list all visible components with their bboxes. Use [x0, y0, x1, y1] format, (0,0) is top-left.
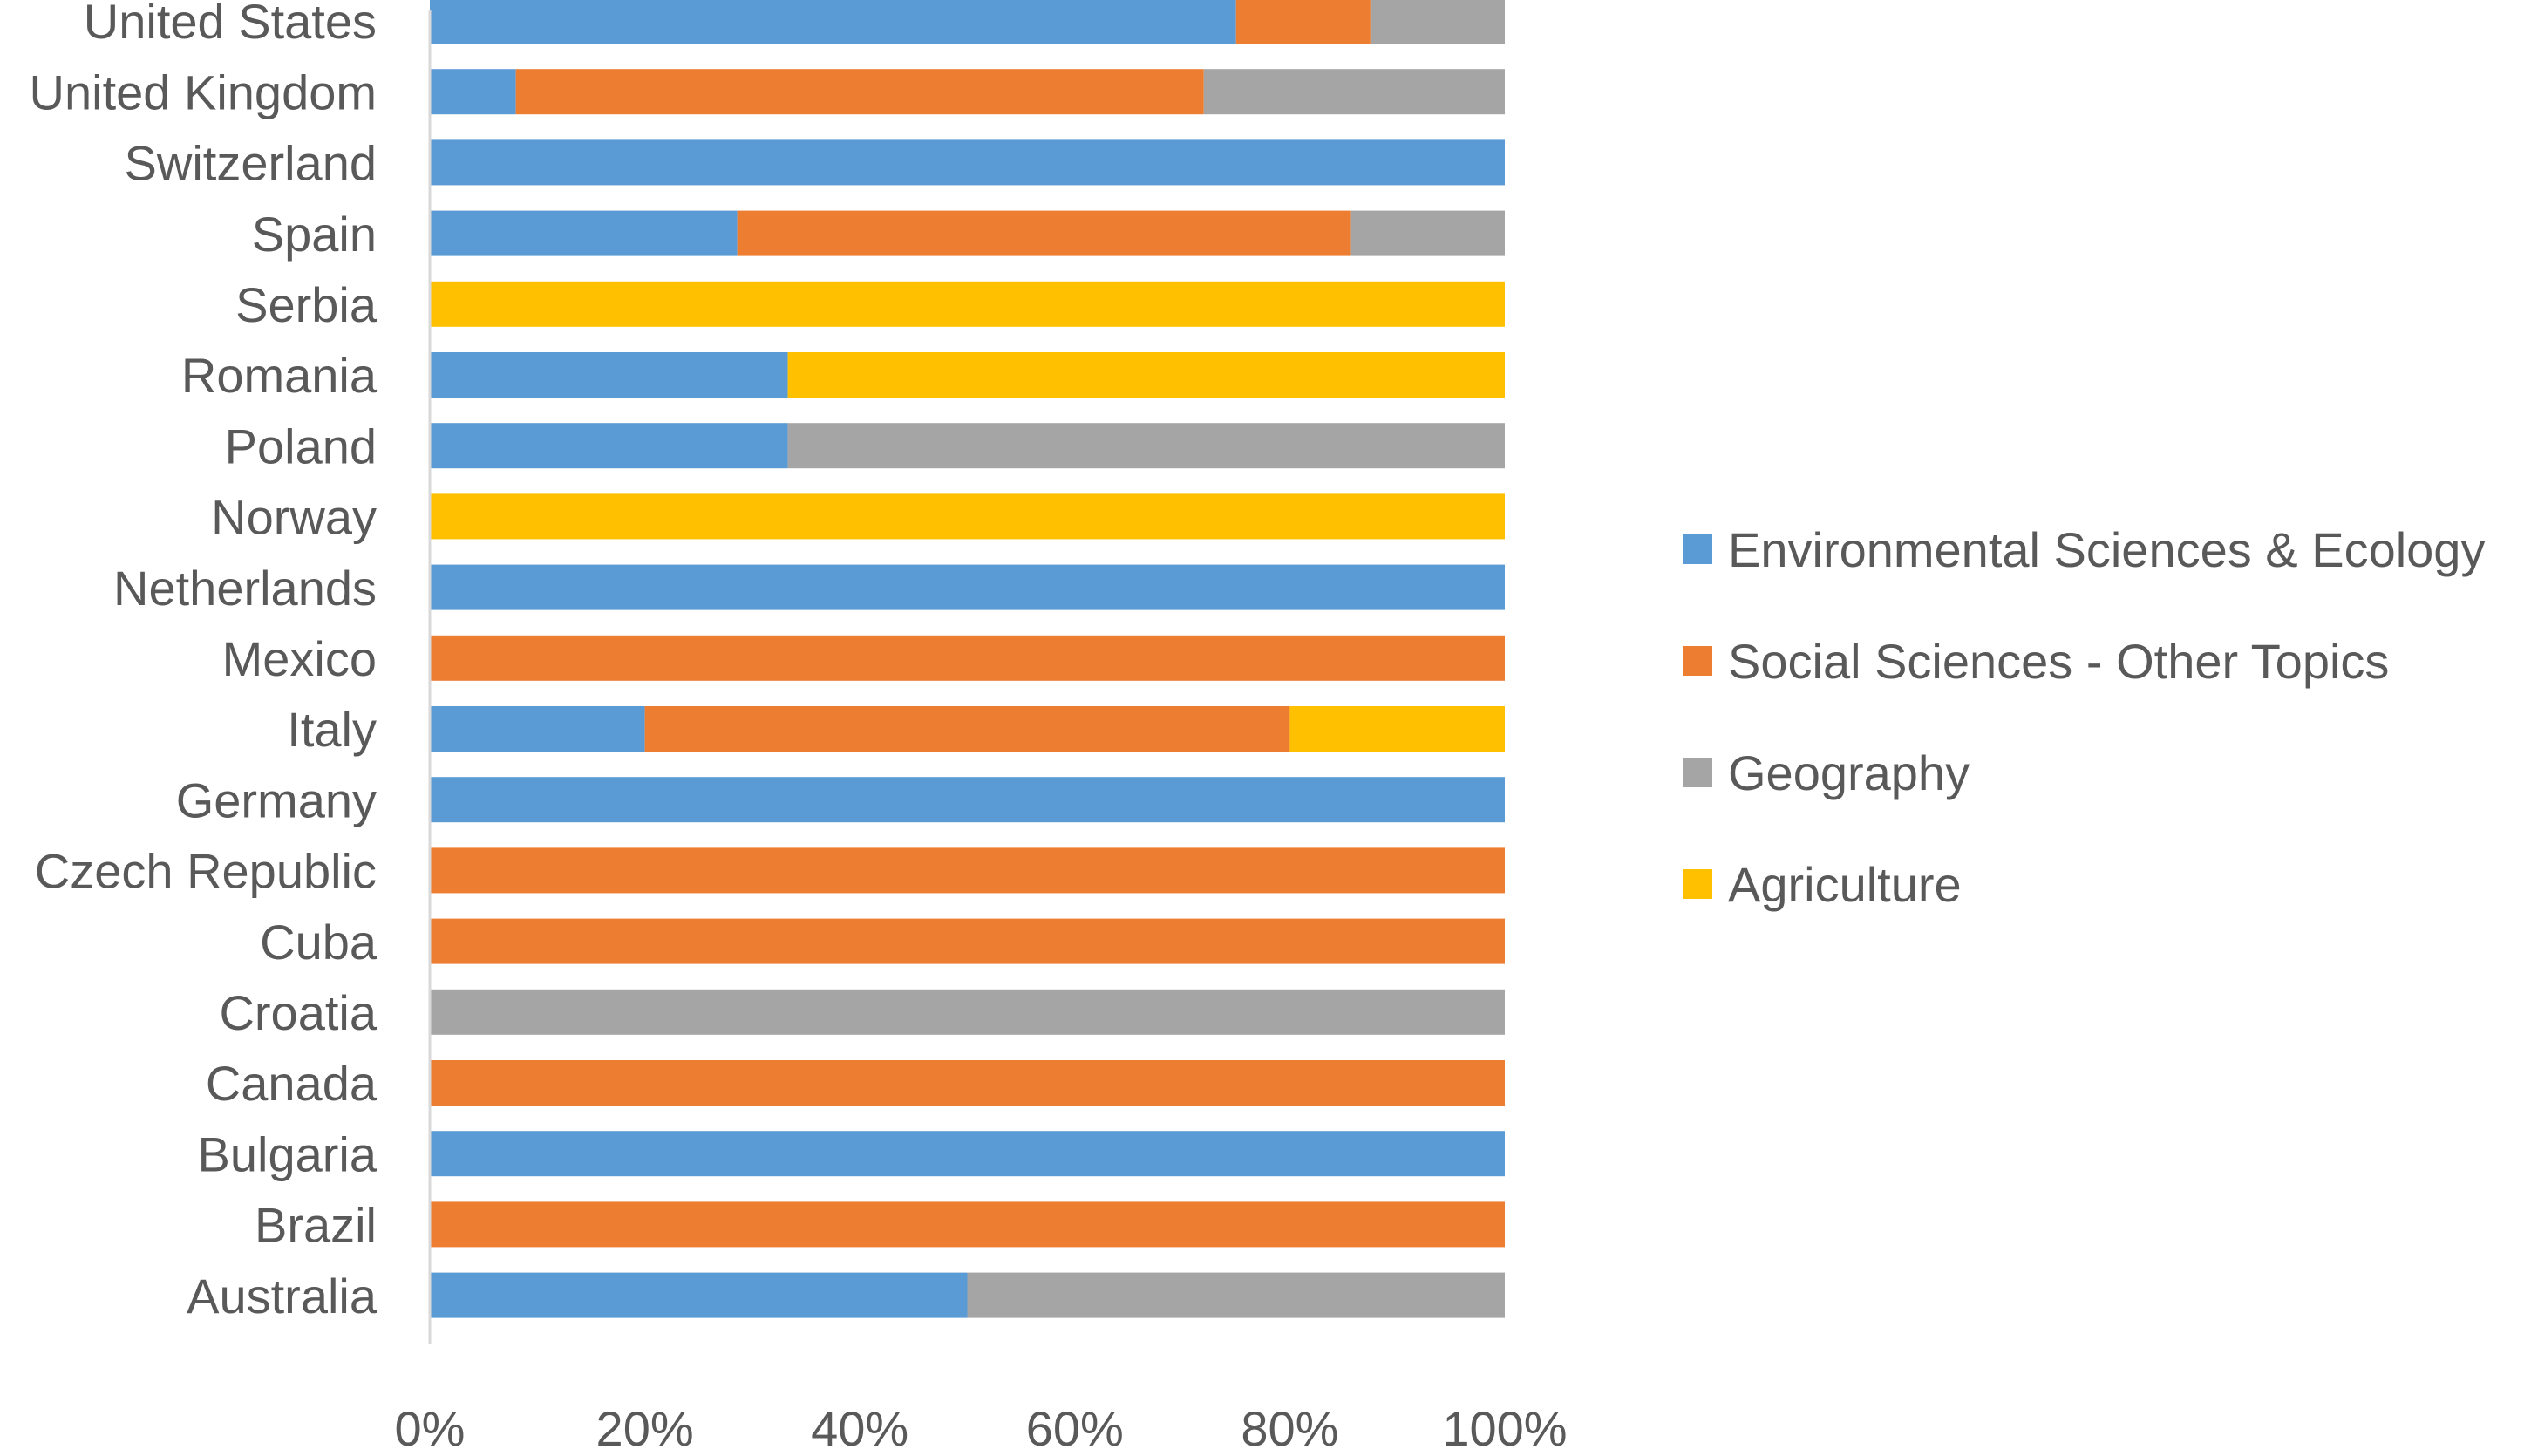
category-label-switzerland: Switzerland: [125, 136, 377, 191]
x-tick-label-0: 0%: [395, 1401, 466, 1456]
category-label-united-states: United States: [84, 0, 377, 49]
bar-cuba-social-sciences-other-topics: [430, 918, 1505, 964]
legend-label-environmental-sciences-and-ecology: Environmental Sciences & Ecology: [1728, 522, 2485, 577]
bar-spain-geography: [1350, 210, 1505, 256]
bar-netherlands-environmental-sciences-and-ecology: [430, 564, 1505, 610]
bar-brazil-social-sciences-other-topics: [430, 1201, 1505, 1248]
bar-norway-agriculture: [430, 493, 1505, 540]
x-tick-label-100: 100%: [1442, 1401, 1567, 1456]
bar-spain-environmental-sciences-and-ecology: [430, 210, 738, 256]
category-label-bulgaria: Bulgaria: [198, 1126, 378, 1181]
bar-croatia-geography: [430, 989, 1505, 1035]
category-label-canada: Canada: [206, 1056, 378, 1111]
bar-serbia-agriculture: [430, 281, 1505, 327]
x-tick-label-80: 80%: [1241, 1401, 1338, 1456]
bar-australia-environmental-sciences-and-ecology: [430, 1272, 968, 1318]
bar-spain-social-sciences-other-topics: [737, 210, 1351, 256]
bar-italy-agriculture: [1289, 706, 1505, 752]
category-label-united-kingdom: United Kingdom: [30, 65, 377, 119]
legend-swatch-social-sciences-other-topics: [1683, 646, 1712, 676]
bar-italy-social-sciences-other-topics: [644, 706, 1290, 752]
bar-canada-social-sciences-other-topics: [430, 1060, 1505, 1106]
bar-poland-geography: [787, 423, 1505, 469]
bar-switzerland-environmental-sciences-and-ecology: [430, 139, 1505, 186]
category-label-italy: Italy: [287, 702, 377, 757]
bars-layer: [430, 0, 1506, 1318]
bar-united-states-social-sciences-other-topics: [1235, 0, 1371, 44]
category-label-romania: Romania: [181, 348, 378, 403]
bar-united-states-environmental-sciences-and-ecology: [430, 0, 1236, 44]
legend-label-geography: Geography: [1728, 745, 1970, 800]
bar-bulgaria-environmental-sciences-and-ecology: [430, 1131, 1505, 1177]
bar-united-kingdom-social-sciences-other-topics: [515, 69, 1204, 115]
x-tick-label-60: 60%: [1026, 1401, 1124, 1456]
legend-swatch-agriculture: [1683, 869, 1712, 899]
category-label-poland: Poland: [225, 418, 377, 473]
bar-united-kingdom-geography: [1203, 69, 1505, 115]
bar-romania-agriculture: [787, 352, 1505, 398]
legend: Environmental Sciences & Ecology Social S…: [1683, 522, 2485, 912]
category-label-netherlands: Netherlands: [113, 561, 377, 616]
category-label-serbia: Serbia: [235, 277, 378, 332]
bar-united-states-geography: [1370, 0, 1506, 44]
category-label-cuba: Cuba: [260, 915, 378, 970]
bar-united-kingdom-environmental-sciences-and-ecology: [430, 69, 516, 115]
category-label-mexico: Mexico: [222, 631, 377, 686]
category-label-czech-republic: Czech Republic: [35, 844, 377, 899]
bar-australia-geography: [967, 1272, 1505, 1318]
category-label-australia: Australia: [187, 1269, 378, 1323]
category-labels: United States United Kingdom Switzerland Sp…: [30, 0, 378, 1323]
bar-mexico-social-sciences-other-topics: [430, 635, 1505, 681]
category-label-germany: Germany: [176, 772, 377, 827]
bar-poland-environmental-sciences-and-ecology: [430, 423, 788, 469]
bar-italy-environmental-sciences-and-ecology: [430, 706, 645, 752]
legend-label-social-sciences-other-topics: Social Sciences - Other Topics: [1728, 634, 2389, 689]
category-label-brazil: Brazil: [255, 1198, 377, 1253]
x-tick-label-40: 40%: [811, 1401, 908, 1456]
legend-swatch-geography: [1683, 758, 1712, 787]
bar-romania-environmental-sciences-and-ecology: [430, 352, 788, 398]
legend-swatch-environmental-sciences-and-ecology: [1683, 534, 1712, 564]
bar-germany-environmental-sciences-and-ecology: [430, 777, 1505, 823]
bar-czech-republic-social-sciences-other-topics: [430, 847, 1505, 894]
category-label-norway: Norway: [211, 490, 377, 545]
x-tick-labels: 0% 20% 40% 60% 80% 100%: [395, 1401, 1568, 1456]
legend-label-agriculture: Agriculture: [1728, 857, 1962, 912]
category-label-spain: Spain: [252, 207, 377, 262]
x-tick-label-20: 20%: [596, 1401, 694, 1456]
category-label-croatia: Croatia: [219, 985, 377, 1040]
